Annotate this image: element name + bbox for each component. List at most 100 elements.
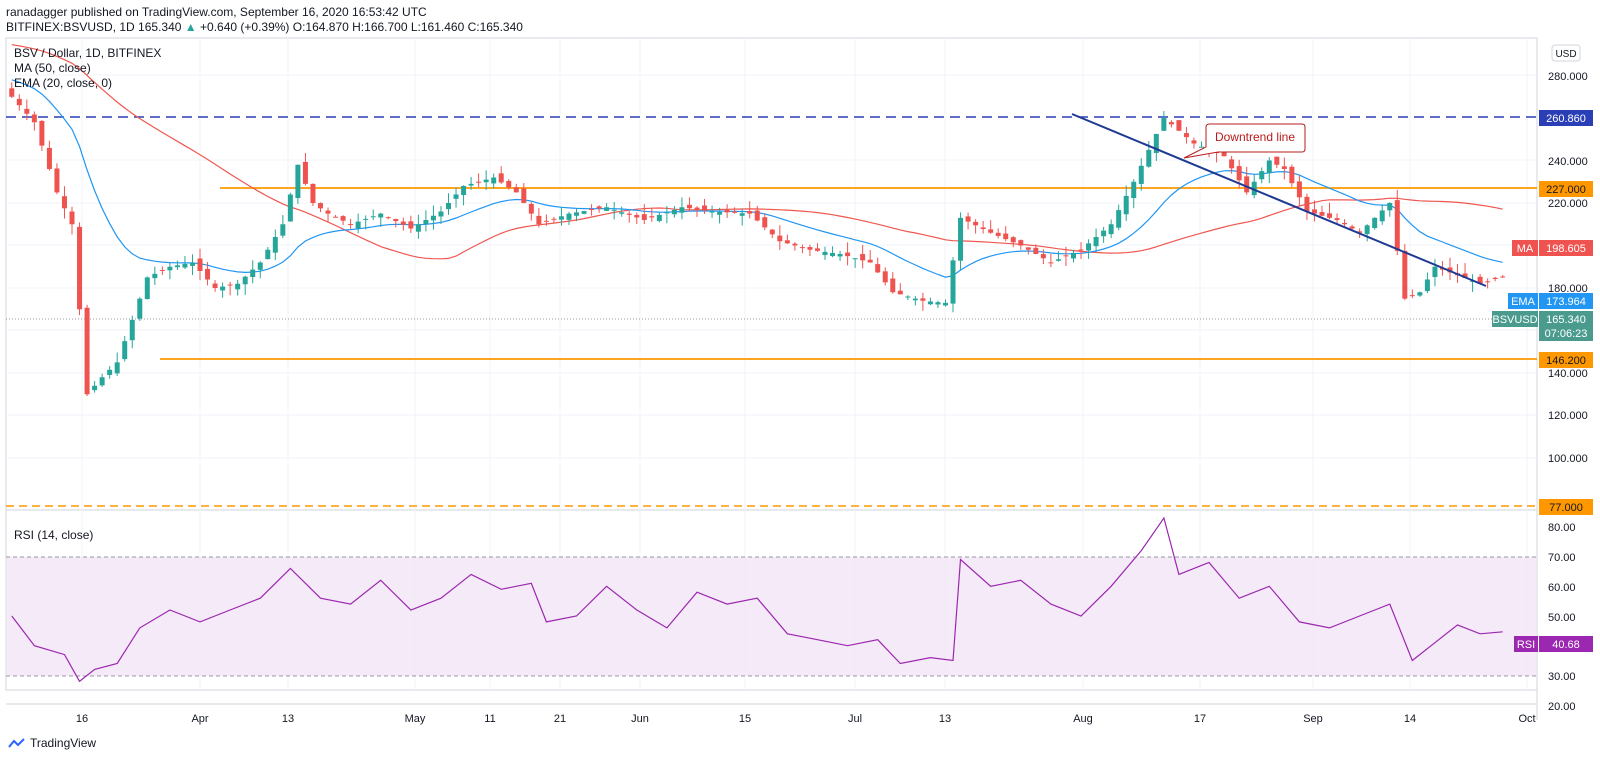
candle-body [995,232,1001,236]
label-rsi-name: RSI [1517,639,1535,651]
rsi-axis: 80.00 70.00 60.00 50.00 30.00 20.00 [1548,522,1576,713]
candle-body [799,247,805,249]
candle-body [483,179,489,183]
candle-body [1387,203,1393,211]
label-ema-value: 173.964 [1546,296,1586,308]
rsi-tick: 70.00 [1548,552,1576,564]
candle-body [1183,133,1189,138]
candle-body [69,211,75,225]
candle-body [122,341,128,360]
candle-body [649,216,655,218]
candle-body [581,211,587,214]
candle-body [1161,118,1167,131]
ohlc-text: O:164.870 H:166.700 L:161.460 C:165.340 [292,20,523,34]
candle-body [604,207,610,211]
candle-body [1251,181,1257,196]
legend: BSV / Dollar, 1D, BITFINEX MA (50, close… [14,46,161,91]
candle-body [77,226,83,310]
tradingview-logo[interactable]: TradingView [8,736,96,750]
ohlc-line: BITFINEX:BSVUSD, 1D 165.340 ▲ +0.640 (+0… [6,19,523,35]
candle-body [980,227,986,230]
candle-body [1424,279,1430,292]
candle-body [1093,237,1099,247]
symbol-text: BITFINEX:BSVUSD, 1D [6,20,135,34]
candle-body [679,207,685,213]
candle-body [912,298,918,301]
candle-body [114,362,120,374]
candle-body [965,216,971,222]
candle-body [1101,230,1107,237]
candle-body [54,168,60,193]
candle-body [1327,213,1333,218]
candle-body [1409,295,1415,297]
candle-body [129,319,135,341]
candle-body [1394,200,1400,251]
date-tick: 11 [484,713,495,725]
change-text: +0.640 (+0.39%) [200,20,290,34]
candle-body [287,194,293,222]
date-tick: Sep [1303,713,1323,725]
candle-body [641,214,647,220]
price-tick: 120.000 [1548,410,1588,422]
candle-body [927,301,933,305]
legend-ma[interactable]: MA (50, close) [14,61,91,75]
candle-body [363,218,369,220]
candle-body [265,249,271,260]
candle-body [1462,273,1468,279]
candle-body [1492,277,1498,280]
candle-body [717,211,723,215]
candle-body [159,269,165,271]
candle-body [724,209,730,213]
candle-body [1040,254,1046,259]
candle-body [310,183,316,203]
price-tick: 180.000 [1548,283,1588,295]
candle-body [461,186,467,196]
candle-body [1379,210,1385,222]
currency-badge[interactable]: USD [1551,44,1581,62]
candle-body [468,183,474,186]
price-tick: 220.000 [1548,198,1588,210]
tradingview-logo-text: TradingView [30,736,97,750]
label-support: 146.200 [1539,352,1593,368]
candle-body [1357,231,1363,233]
price-pane[interactable] [5,37,1538,511]
candle-body [1229,159,1235,169]
rsi-band [6,557,1537,676]
candle-body [1304,196,1310,212]
candle-body [762,217,768,228]
label-support-low-text: 77.000 [1549,502,1583,514]
candle-body [558,216,564,220]
label-rsi: RSI 40.68 [1514,636,1593,652]
candle-body [39,120,45,146]
currency-text: USD [1555,49,1576,60]
candle-body [905,296,911,298]
downtrend-annotation[interactable]: Downtrend line [1183,123,1306,159]
change-arrow: ▲ [184,20,197,34]
candle-body [656,214,662,221]
candle-body [890,278,896,293]
date-tick: 14 [1404,713,1416,725]
candle-body [1281,166,1287,169]
candle-body [596,206,602,209]
candle-body [1168,122,1174,125]
candle-body [807,247,813,250]
candle-body [24,108,30,114]
legend-ema[interactable]: EMA (20, close, 0) [14,76,113,90]
candle-body [702,205,708,211]
candle-body [747,211,753,214]
candle-body [1296,181,1302,198]
candle-body [1191,140,1197,144]
label-resistance-top-text: 260.860 [1546,113,1586,125]
date-tick: 13 [939,713,951,725]
date-tick: 16 [76,713,88,725]
rsi-tick: 60.00 [1548,582,1576,594]
candle-body [754,210,760,221]
candle-body [536,215,542,225]
chart-svg: Downtrend line 280.000 240.000 220.000 1… [5,37,1593,725]
rsi-tick: 50.00 [1548,612,1576,624]
candle-body [686,204,692,209]
candle-body [317,203,323,209]
candle-body [257,262,263,270]
legend-rsi[interactable]: RSI (14, close) [14,528,94,542]
